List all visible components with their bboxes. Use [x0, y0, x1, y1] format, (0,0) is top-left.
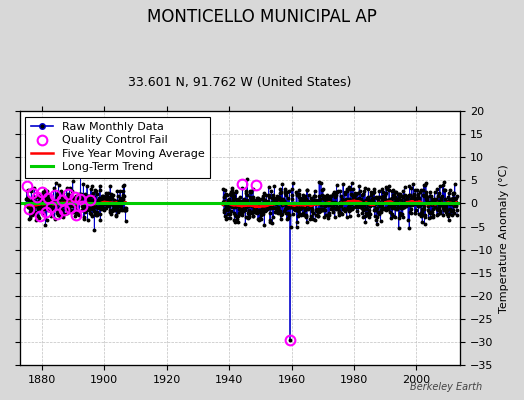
Legend: Raw Monthly Data, Quality Control Fail, Five Year Moving Average, Long-Term Tren: Raw Monthly Data, Quality Control Fail, …	[26, 116, 211, 178]
Text: MONTICELLO MUNICIPAL AP: MONTICELLO MUNICIPAL AP	[147, 8, 377, 26]
Title: 33.601 N, 91.762 W (United States): 33.601 N, 91.762 W (United States)	[128, 76, 352, 89]
Text: Berkeley Earth: Berkeley Earth	[410, 382, 482, 392]
Y-axis label: Temperature Anomaly (°C): Temperature Anomaly (°C)	[499, 164, 509, 312]
